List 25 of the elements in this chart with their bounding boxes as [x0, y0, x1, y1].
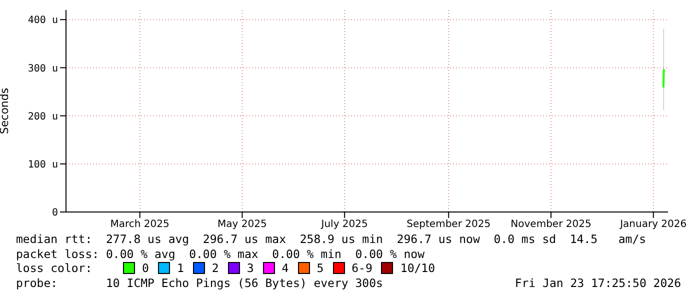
legend-label: 0 [142, 261, 149, 276]
y-tick-label: 0 [52, 208, 58, 219]
text: median rtt: 277.8 us avg 296.7 us max 258.9 us min 296.7 us now 0.0 ms sd 14.5 am/s [16, 232, 648, 246]
x-tick-label: September 2025 [406, 219, 491, 230]
text: packet loss: 0.00 % avg 0.00 % max 0.00 % min 0.00 % now [16, 246, 426, 261]
x-tick-label: March 2025 [110, 219, 170, 230]
legend-label: 10/10 [400, 261, 436, 276]
legend-label: 4 [282, 261, 289, 276]
y-axis-title: Seconds [0, 88, 11, 134]
y-tick-label: 200 u [28, 111, 58, 122]
y-tick-label: 400 u [28, 15, 58, 26]
x-tick-label: May 2025 [218, 219, 267, 230]
legend-label: 5 [316, 261, 324, 276]
text: Fri Jan 23 17:25:50 2026 [514, 276, 681, 290]
x-tick-label: November 2025 [510, 219, 592, 230]
legend-label: 1 [176, 261, 184, 276]
text: probe: 10 ICMP Echo Pings (56 Bytes) every 300s [16, 276, 383, 290]
x-tick-label: January 2026 [619, 219, 687, 230]
text: loss color: [16, 261, 94, 276]
legend-label: 6-9 [352, 261, 372, 276]
y-tick-label: 100 u [28, 159, 58, 170]
y-tick-label: 300 u [28, 63, 58, 74]
legend-label: 3 [246, 261, 254, 276]
x-tick-label: July 2025 [320, 219, 368, 230]
legend-label: 2 [212, 261, 219, 276]
